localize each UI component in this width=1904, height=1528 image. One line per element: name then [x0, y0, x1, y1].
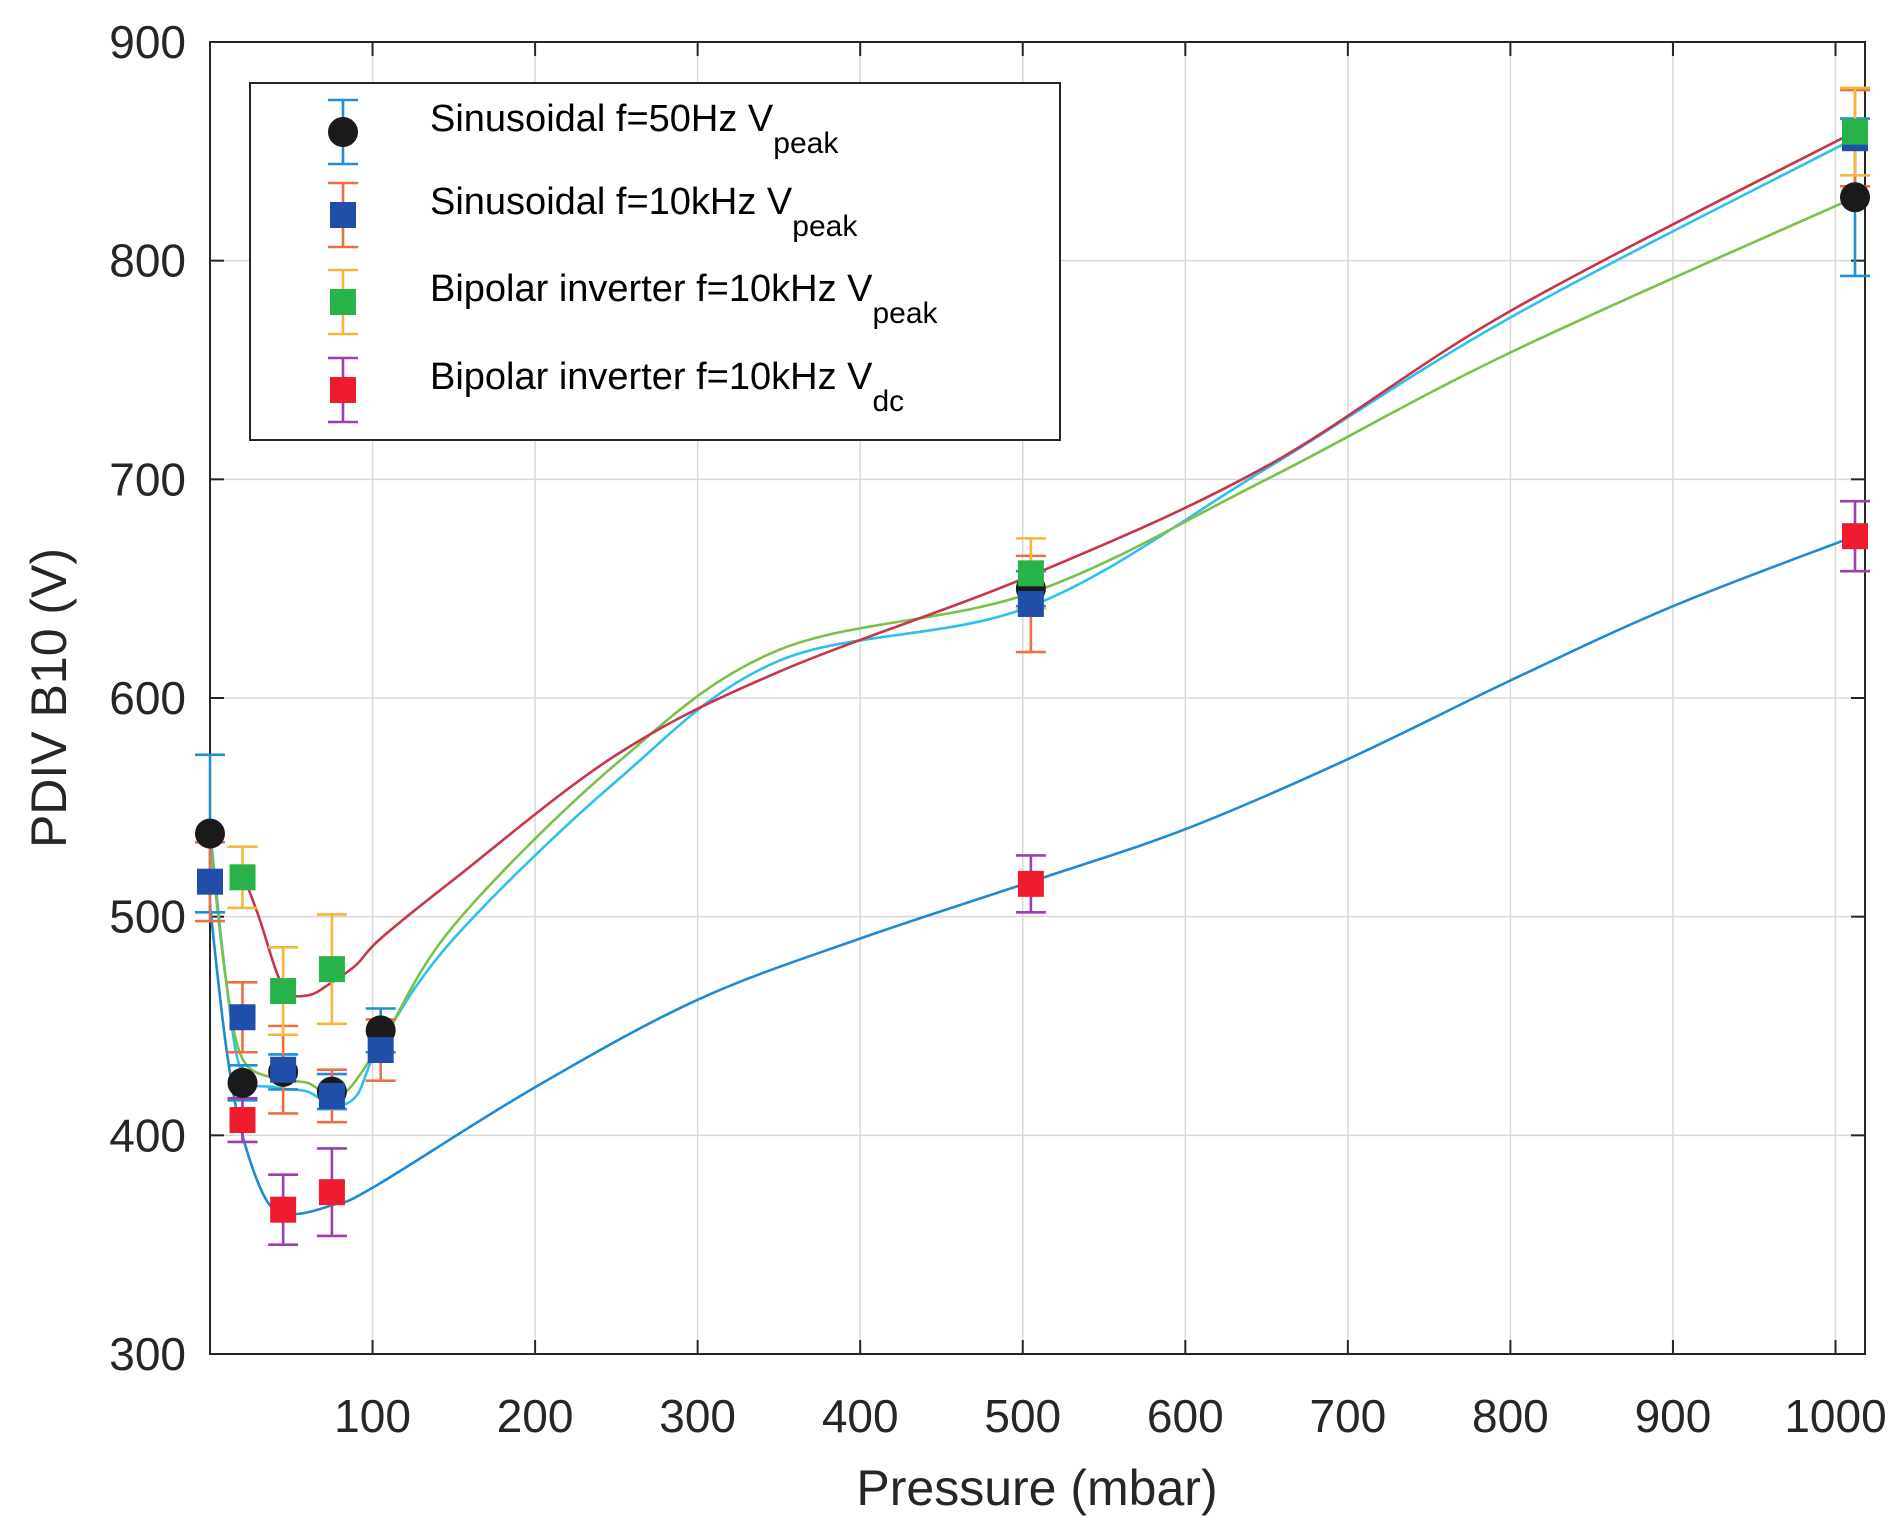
y-tick-label: 300 — [109, 1328, 186, 1380]
fit-curve-upper — [241, 130, 1856, 998]
legend-label: Bipolar inverter f=10kHz Vpeak — [430, 268, 939, 330]
legend-entry-2: Sinusoidal f=10kHz Vpeak — [328, 181, 858, 249]
legend-label-subscript: dc — [872, 385, 904, 418]
data-point-series-1 — [1840, 182, 1871, 213]
y-tick-label: 500 — [109, 891, 186, 943]
x-tick-label: 500 — [984, 1390, 1061, 1442]
x-tick-label: 900 — [1635, 1390, 1712, 1442]
x-tick-label: 300 — [659, 1390, 736, 1442]
data-point-series-4 — [229, 1107, 256, 1134]
y-tick-label: 400 — [109, 1109, 186, 1161]
legend-marker — [330, 289, 356, 315]
data-point-series-2 — [1017, 590, 1044, 617]
x-tick-label: 100 — [334, 1390, 411, 1442]
y-tick-label: 600 — [109, 672, 186, 724]
legend-box — [249, 82, 1061, 441]
data-point-series-4 — [1017, 870, 1044, 897]
y-tick-label: 900 — [109, 16, 186, 68]
data-point-series-2 — [270, 1056, 297, 1083]
data-point-series-3 — [270, 978, 297, 1005]
x-axis-label: Pressure (mbar) — [856, 1460, 1217, 1516]
legend-marker — [328, 117, 358, 147]
axis-ticks: 100 200 300 400 500 600 700 800 900 1000 300 400 500… — [109, 16, 1886, 1442]
legend-label-main: Bipolar inverter f=10kHz V — [430, 356, 873, 398]
data-point-series-4 — [270, 1196, 297, 1223]
data-point-series-2 — [318, 1082, 345, 1109]
legend-entry-4: Bipolar inverter f=10kHz Vdc — [328, 356, 904, 424]
data-point-series-1 — [195, 818, 225, 849]
legend-entry-3: Bipolar inverter f=10kHz Vpeak — [328, 268, 939, 336]
data-point-series-4 — [318, 1179, 345, 1206]
legend-label-main: Sinusoidal f=50Hz V — [430, 98, 774, 140]
legend-label-subscript: peak — [773, 127, 839, 160]
legend-entry-1: Sinusoidal f=50Hz Vpeak — [328, 98, 839, 166]
data-markers — [195, 118, 1871, 1223]
x-tick-label: 700 — [1309, 1390, 1386, 1442]
y-axis-label: PDIV B10 (V) — [21, 548, 77, 848]
x-tick-label: 400 — [822, 1390, 899, 1442]
fit-curves — [208, 130, 1856, 1216]
legend-marker — [330, 202, 356, 228]
y-tick-label: 700 — [109, 453, 186, 505]
data-point-series-3 — [318, 956, 345, 983]
data-point-series-2 — [197, 868, 223, 895]
legend-label-main: Sinusoidal f=10kHz V — [430, 181, 793, 223]
x-tick-label: 200 — [497, 1390, 574, 1442]
legend-label: Sinusoidal f=10kHz Vpeak — [430, 181, 858, 243]
legend-label-main: Bipolar inverter f=10kHz V — [430, 268, 873, 310]
data-point-series-3 — [1017, 560, 1044, 587]
data-point-series-3 — [229, 864, 256, 891]
data-point-series-3 — [1842, 118, 1869, 145]
legend-label-subscript: peak — [872, 297, 938, 330]
y-tick-label: 800 — [109, 235, 186, 287]
data-point-series-2 — [367, 1037, 394, 1064]
legend-label: Sinusoidal f=50Hz Vpeak — [430, 98, 839, 160]
x-tick-label: 1000 — [1784, 1390, 1886, 1442]
x-tick-label: 800 — [1472, 1390, 1549, 1442]
data-point-series-1 — [227, 1067, 258, 1098]
legend-marker — [330, 377, 356, 403]
x-tick-label: 600 — [1147, 1390, 1224, 1442]
legend-label: Bipolar inverter f=10kHz Vdc — [430, 356, 904, 418]
fit-curve-series-3 — [208, 196, 1856, 1099]
data-point-series-2 — [229, 1004, 256, 1031]
fit-curve-series-4 — [208, 534, 1856, 1216]
data-point-series-4 — [1842, 523, 1869, 550]
legend-label-subscript: peak — [792, 210, 858, 243]
